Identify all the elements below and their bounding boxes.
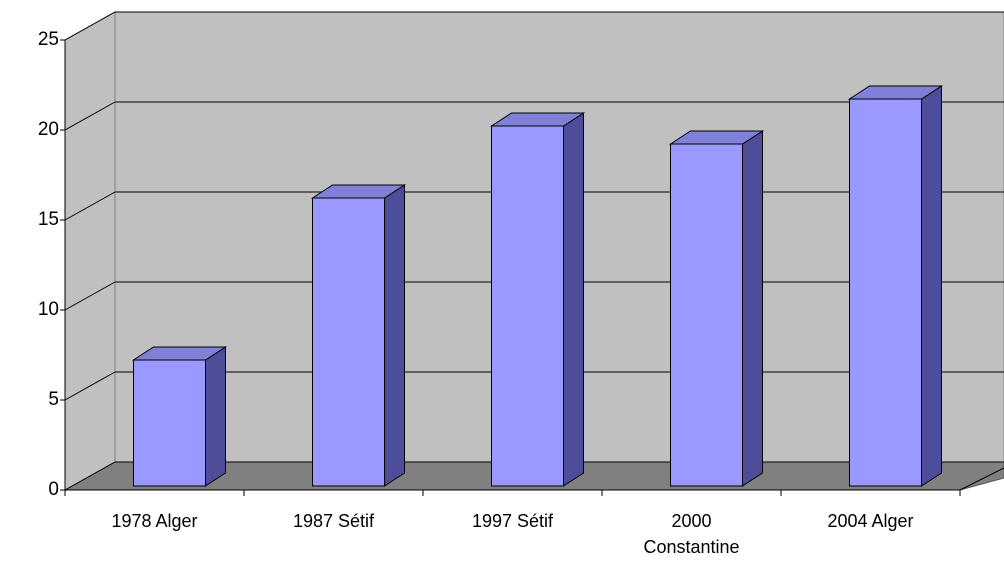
- bar: [310, 184, 407, 487]
- y-tick-label: 10: [38, 299, 59, 320]
- bar-front: [849, 98, 922, 487]
- bar-front: [312, 197, 385, 487]
- bar-side: [384, 184, 405, 487]
- bar: [489, 112, 586, 487]
- bar-side: [205, 346, 226, 487]
- bar-front: [670, 143, 743, 487]
- y-tick-label: 0: [48, 479, 59, 500]
- x-axis-depth: [959, 467, 1004, 491]
- side-wall: [64, 11, 116, 491]
- grid-line: [64, 281, 116, 311]
- x-tick-label: 2000 Constantine: [643, 511, 740, 557]
- y-tick-label: 15: [38, 209, 59, 230]
- x-tick-label: 1987 Sétif: [292, 511, 375, 531]
- bar-front: [133, 359, 206, 487]
- bar: [668, 130, 765, 487]
- bar-side: [921, 85, 942, 487]
- grid-line: [64, 101, 116, 131]
- x-tick-label: 2004 Alger: [827, 511, 914, 531]
- bar-front: [491, 125, 564, 487]
- y-tick-label: 25: [38, 29, 59, 50]
- grid-line: [64, 371, 116, 401]
- grid-line: [64, 191, 116, 221]
- y-tick-label: 20: [38, 119, 59, 140]
- x-tick-label: 1978 Alger: [111, 511, 198, 531]
- grid-line: [64, 461, 116, 491]
- grid-line: [64, 11, 116, 41]
- bar-side: [742, 130, 763, 487]
- bar: [847, 85, 944, 487]
- bar: [131, 346, 228, 487]
- x-tick-label: 1997 Sétif: [471, 511, 554, 531]
- bar-side: [563, 112, 584, 487]
- y-tick-label: 5: [48, 389, 59, 410]
